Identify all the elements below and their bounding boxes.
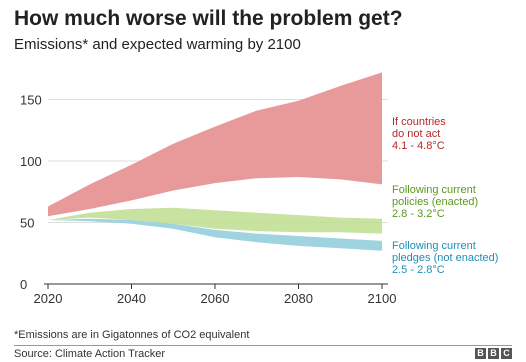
current-policies-label-line: policies (enacted) bbox=[392, 196, 478, 208]
current-pledges-label-line: Following current bbox=[392, 240, 476, 252]
no-action-label-line: 4.1 - 4.8°C bbox=[392, 140, 445, 152]
bbc-logo: B B C bbox=[475, 348, 512, 359]
x-tick-label: 2020 bbox=[34, 291, 63, 306]
current-pledges-label-line: pledges (not enacted) bbox=[392, 252, 498, 264]
bbc-logo-letter: B bbox=[488, 348, 499, 359]
footnote: *Emissions are in Gigatonnes of CO2 equi… bbox=[14, 329, 250, 341]
bbc-logo-letter: C bbox=[501, 348, 512, 359]
current-policies-band bbox=[48, 207, 382, 234]
emissions-chart: 0 50 100 150 2020 2040 2060 2080 2100 If countrie… bbox=[20, 72, 498, 306]
band-gap bbox=[48, 177, 382, 220]
x-tick-label: 2080 bbox=[284, 291, 313, 306]
y-tick-label: 0 bbox=[20, 277, 27, 292]
no-action-label: If countries do not act 4.1 - 4.8°C bbox=[392, 116, 446, 152]
no-action-label-line: do not act bbox=[392, 128, 440, 140]
x-tick-label: 2040 bbox=[117, 291, 146, 306]
current-policies-label-line: 2.8 - 3.2°C bbox=[392, 208, 445, 220]
no-action-band bbox=[48, 72, 382, 217]
y-tick-label: 150 bbox=[20, 93, 42, 108]
x-tick-label: 2100 bbox=[368, 291, 397, 306]
footer-divider bbox=[14, 345, 512, 346]
bbc-logo-letter: B bbox=[475, 348, 486, 359]
current-policies-label: Following current policies (enacted) 2.8 -… bbox=[392, 184, 478, 220]
chart-subtitle: Emissions* and expected warming by 2100 bbox=[14, 36, 301, 53]
no-action-label-line: If countries bbox=[392, 116, 446, 128]
current-pledges-band bbox=[48, 218, 382, 251]
current-policies-label-line: Following current bbox=[392, 184, 476, 196]
x-tick-label: 2060 bbox=[201, 291, 230, 306]
chart-title: How much worse will the problem get? bbox=[14, 7, 403, 30]
current-pledges-label-line: 2.5 - 2.8°C bbox=[392, 264, 445, 276]
current-pledges-label: Following current pledges (not enacted) 2.… bbox=[392, 240, 498, 276]
source-credit: Source: Climate Action Tracker bbox=[14, 348, 166, 360]
y-tick-label: 100 bbox=[20, 154, 42, 169]
y-tick-label: 50 bbox=[20, 216, 34, 231]
